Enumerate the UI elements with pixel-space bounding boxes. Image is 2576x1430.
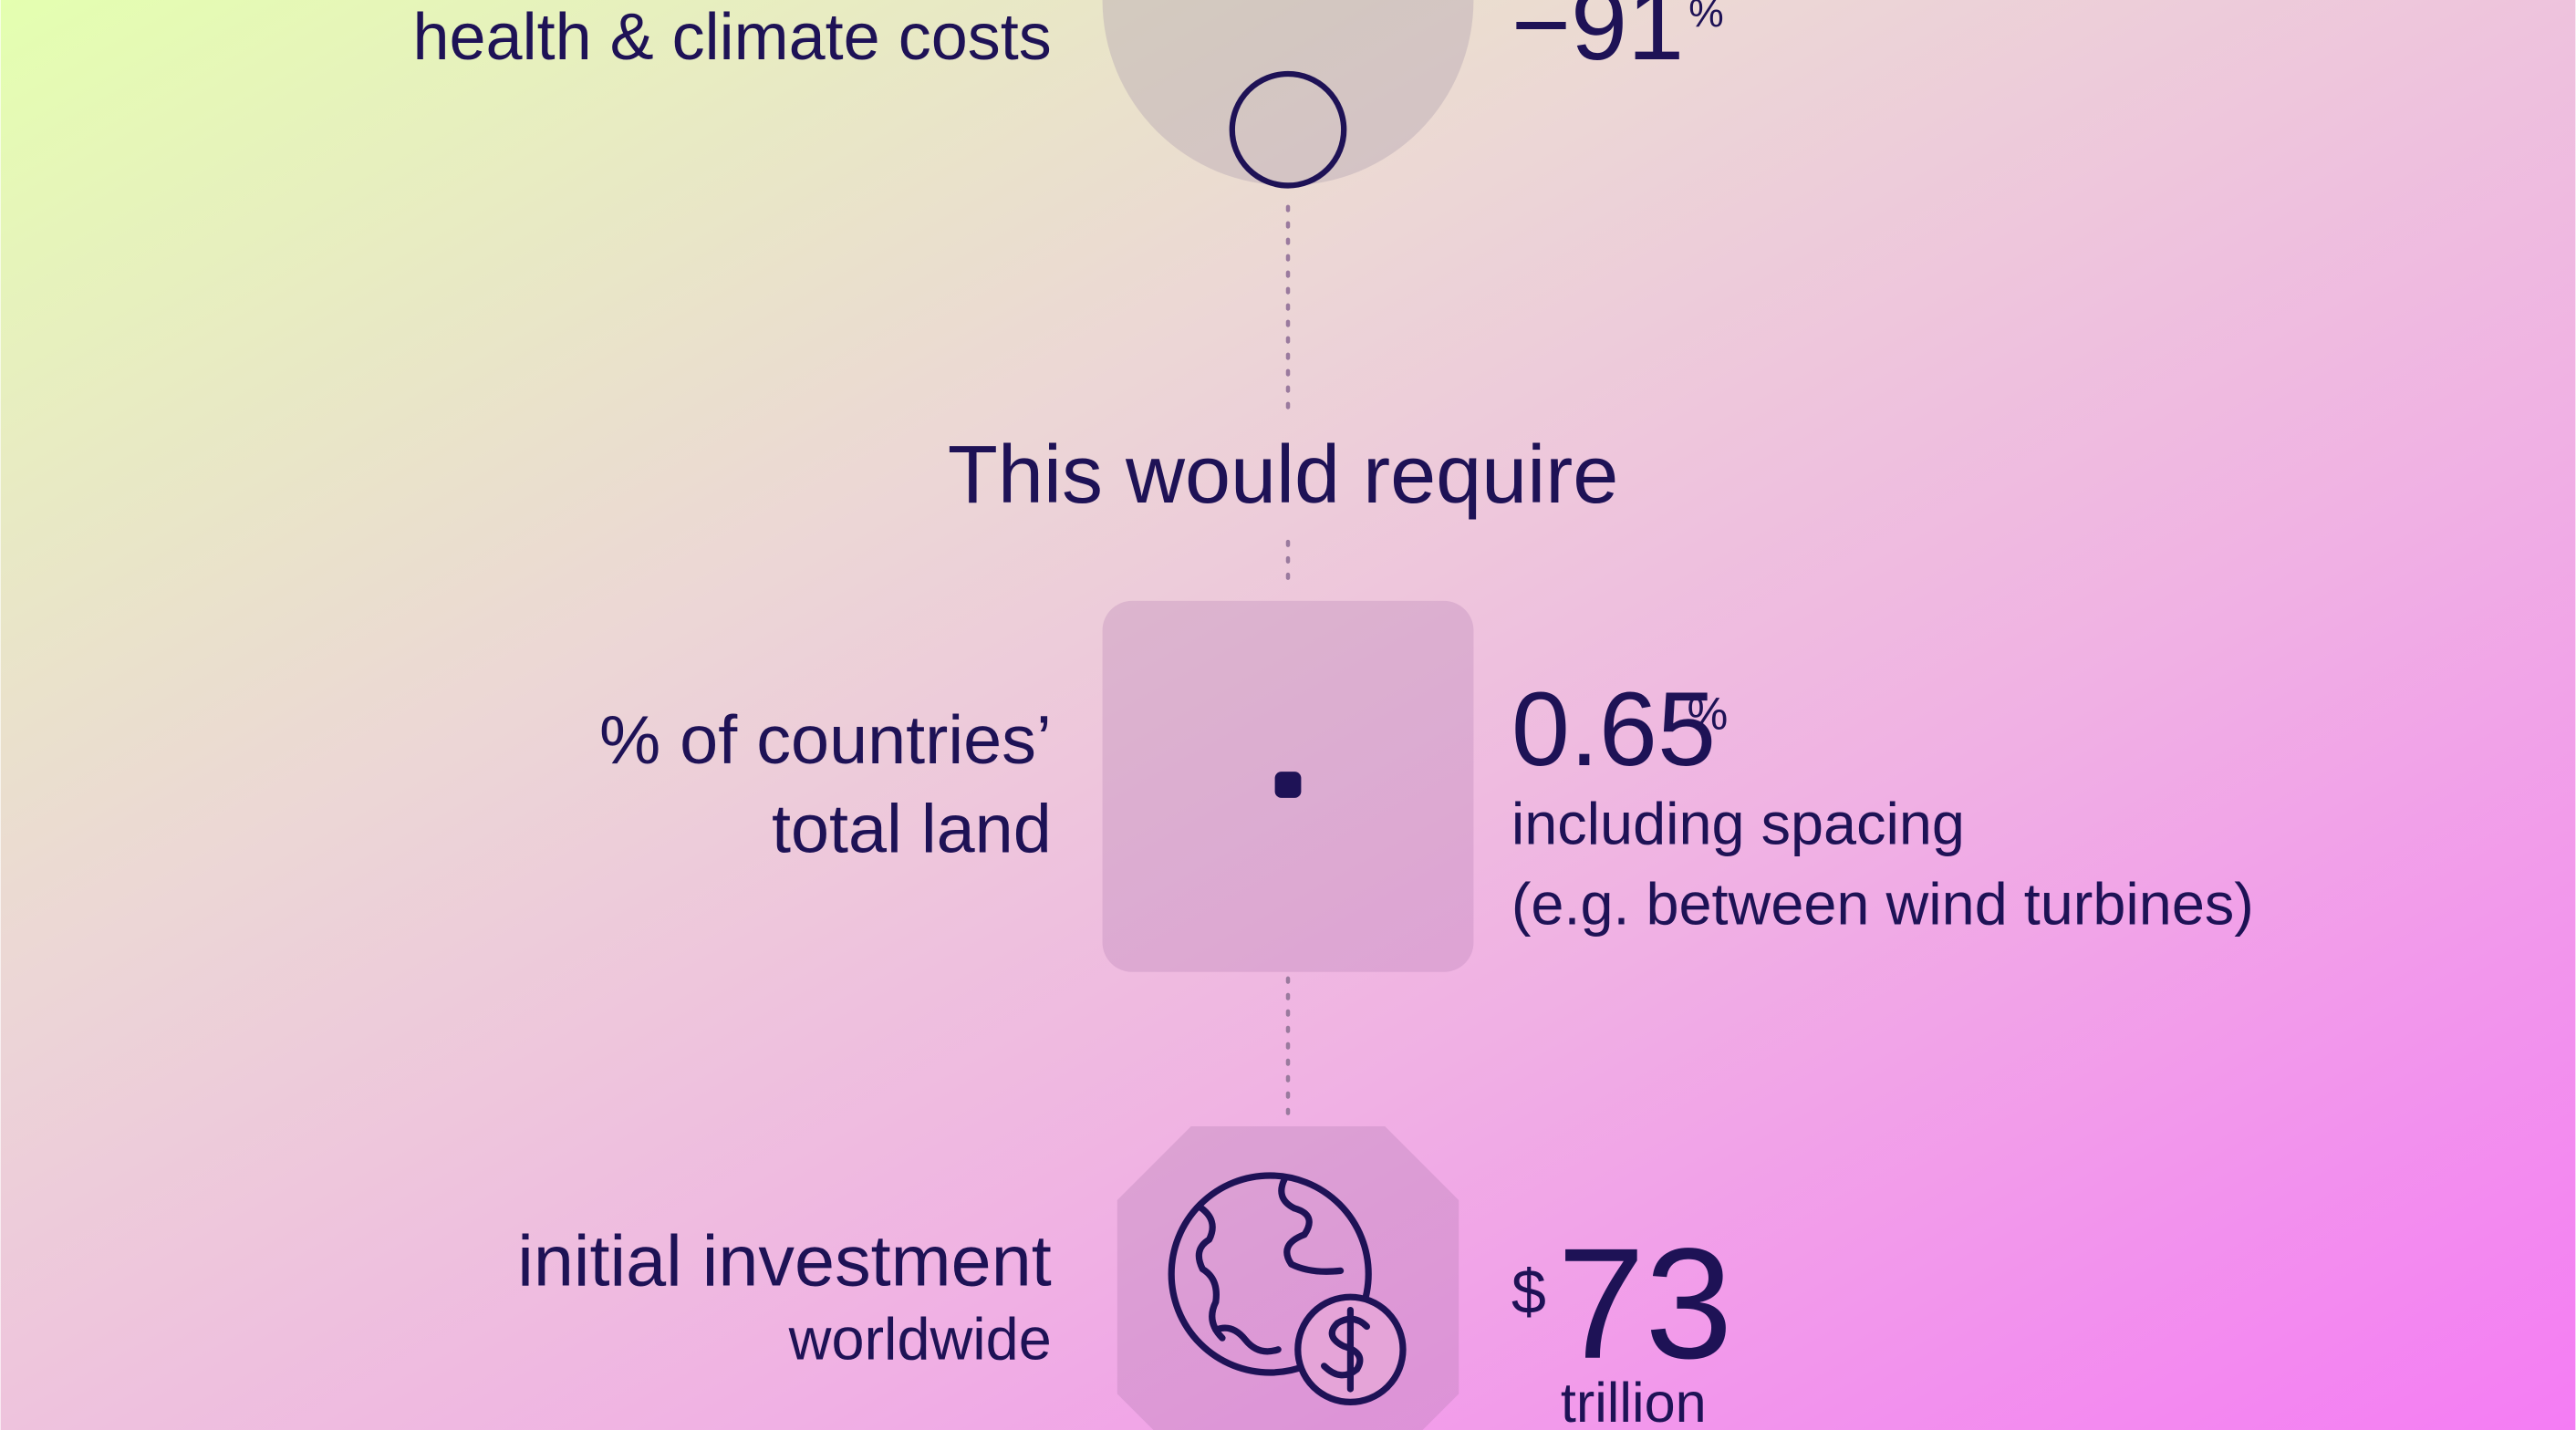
value: 73 bbox=[1557, 1216, 1732, 1392]
icon-backdrop bbox=[1102, 0, 1474, 186]
icon bbox=[1274, 772, 1302, 798]
icon bbox=[1229, 70, 1347, 189]
value: 0.65 bbox=[1511, 671, 1716, 788]
note: including spacing bbox=[1511, 790, 1965, 856]
label: worldwide bbox=[788, 1306, 1052, 1373]
prefix: $ bbox=[1511, 1258, 1546, 1327]
note: (e.g. between wind turbines) bbox=[1511, 871, 2254, 938]
label: health & climate costs bbox=[412, 1, 1051, 74]
heading: This would require bbox=[948, 430, 1618, 521]
label: initial investment bbox=[517, 1220, 1051, 1301]
unit: % bbox=[1688, 0, 1723, 36]
label: total land bbox=[772, 791, 1052, 867]
unit: % bbox=[1687, 687, 1728, 739]
icon bbox=[1168, 1172, 1407, 1405]
value: −91 bbox=[1511, 0, 1684, 81]
label: % of countries’ bbox=[599, 702, 1052, 779]
unit: trillion bbox=[1561, 1372, 1707, 1430]
